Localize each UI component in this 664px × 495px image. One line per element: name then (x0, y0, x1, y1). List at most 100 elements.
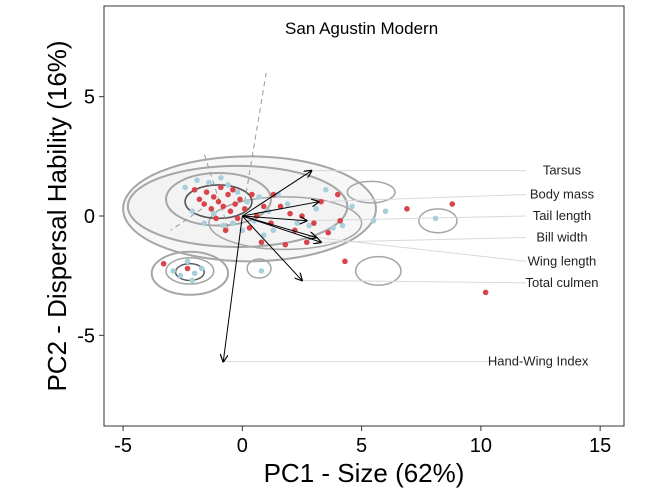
loading-label: Wing length (528, 253, 597, 268)
blue-point (270, 227, 277, 234)
x-axis-ticks: -5 0 5 10 15 (114, 426, 611, 457)
label-guide (318, 194, 526, 203)
blue-point (382, 208, 389, 215)
blue-point (306, 222, 312, 229)
density-contour (246, 258, 272, 279)
density-contour (346, 180, 396, 204)
x-tick-label: 10 (470, 435, 492, 457)
loading-arrows (223, 171, 321, 362)
blue-point (189, 277, 196, 284)
density-contours (122, 155, 458, 296)
loading-label: Hand-Wing Index (488, 354, 589, 369)
red-point (201, 201, 207, 207)
red-point (287, 210, 293, 217)
red-point (218, 184, 224, 191)
label-guide (301, 279, 526, 284)
label-guide (316, 236, 527, 262)
red-point (196, 196, 203, 203)
x-tick-label: 5 (356, 435, 367, 457)
dashed-direction-lines (170, 72, 267, 231)
red-point (404, 206, 410, 212)
red-point (160, 260, 167, 267)
y-tick-label: -5 (77, 325, 95, 347)
blue-point (198, 265, 205, 272)
chart-title: San Agustin Modern (285, 19, 438, 38)
red-point (342, 258, 348, 265)
blue-point (284, 201, 291, 207)
dashed-line (170, 208, 203, 231)
x-axis-title: PC1 - Size (62%) (264, 458, 465, 488)
blue-point (210, 210, 217, 217)
loading-arrow (242, 215, 321, 242)
loading-label: Total culmen (525, 275, 598, 290)
blue-point (191, 270, 198, 277)
density-contour (418, 208, 458, 234)
blue-point (220, 222, 227, 229)
red-point (234, 215, 241, 222)
dashed-line (244, 72, 267, 202)
red-point (227, 208, 234, 215)
blue-point (294, 220, 301, 226)
loading-arrow (241, 215, 302, 280)
blue-point (230, 220, 236, 226)
blue-point (201, 220, 207, 226)
blue-point (432, 215, 439, 222)
blue-point (261, 232, 267, 238)
red-point (277, 203, 284, 210)
blue-point (370, 217, 377, 224)
red-point (482, 289, 489, 296)
density-contour (208, 196, 363, 251)
dashed-line (203, 153, 229, 229)
loading-arrow (223, 215, 243, 362)
red-point (449, 201, 456, 207)
red-point (318, 198, 324, 205)
density-contour (354, 255, 402, 286)
blue-point (330, 225, 336, 231)
red-point (311, 220, 317, 226)
blue-point (184, 258, 191, 265)
y-tick-label: 0 (84, 206, 95, 228)
blue-point (234, 189, 241, 195)
red-point (232, 201, 238, 207)
loading-arrow (242, 215, 306, 221)
red-point (282, 241, 289, 248)
blue-point (225, 182, 231, 188)
red-point (210, 194, 217, 200)
blue-point (349, 203, 355, 210)
red-point (299, 213, 305, 219)
blue-point (256, 194, 262, 200)
red-point (184, 265, 191, 272)
blue-point (189, 208, 196, 215)
blue-point (244, 198, 250, 205)
loading-arrow (242, 171, 311, 217)
loading-label: Tarsus (543, 163, 582, 178)
y-axis-ticks: -5 0 5 (77, 87, 104, 347)
y-tick-label: 5 (84, 87, 95, 109)
x-tick-label: 15 (589, 435, 611, 457)
density-contour (165, 172, 272, 227)
label-guide-lines (223, 170, 527, 363)
red-point (237, 196, 243, 203)
loading-arrow (242, 202, 318, 217)
red-point (191, 186, 198, 193)
red-point (249, 191, 255, 198)
blue-point (339, 222, 346, 229)
blue-point (170, 268, 176, 274)
red-point (334, 191, 341, 198)
x-tick-label: 0 (237, 435, 248, 457)
blue-point (182, 184, 188, 191)
red-point (215, 198, 222, 205)
red-point (337, 217, 343, 224)
blue-point (218, 175, 224, 181)
red-point (258, 239, 265, 246)
blue-point (313, 206, 320, 212)
red-point (203, 189, 210, 195)
label-guide (306, 215, 526, 222)
density-contour (165, 257, 215, 285)
blue-point (206, 179, 212, 186)
blue-point (177, 272, 184, 279)
loading-arrow (242, 215, 316, 237)
red-point (303, 239, 310, 246)
loading-labels: Tarsus Body mass Tail length Bill width Wing… (488, 163, 599, 369)
